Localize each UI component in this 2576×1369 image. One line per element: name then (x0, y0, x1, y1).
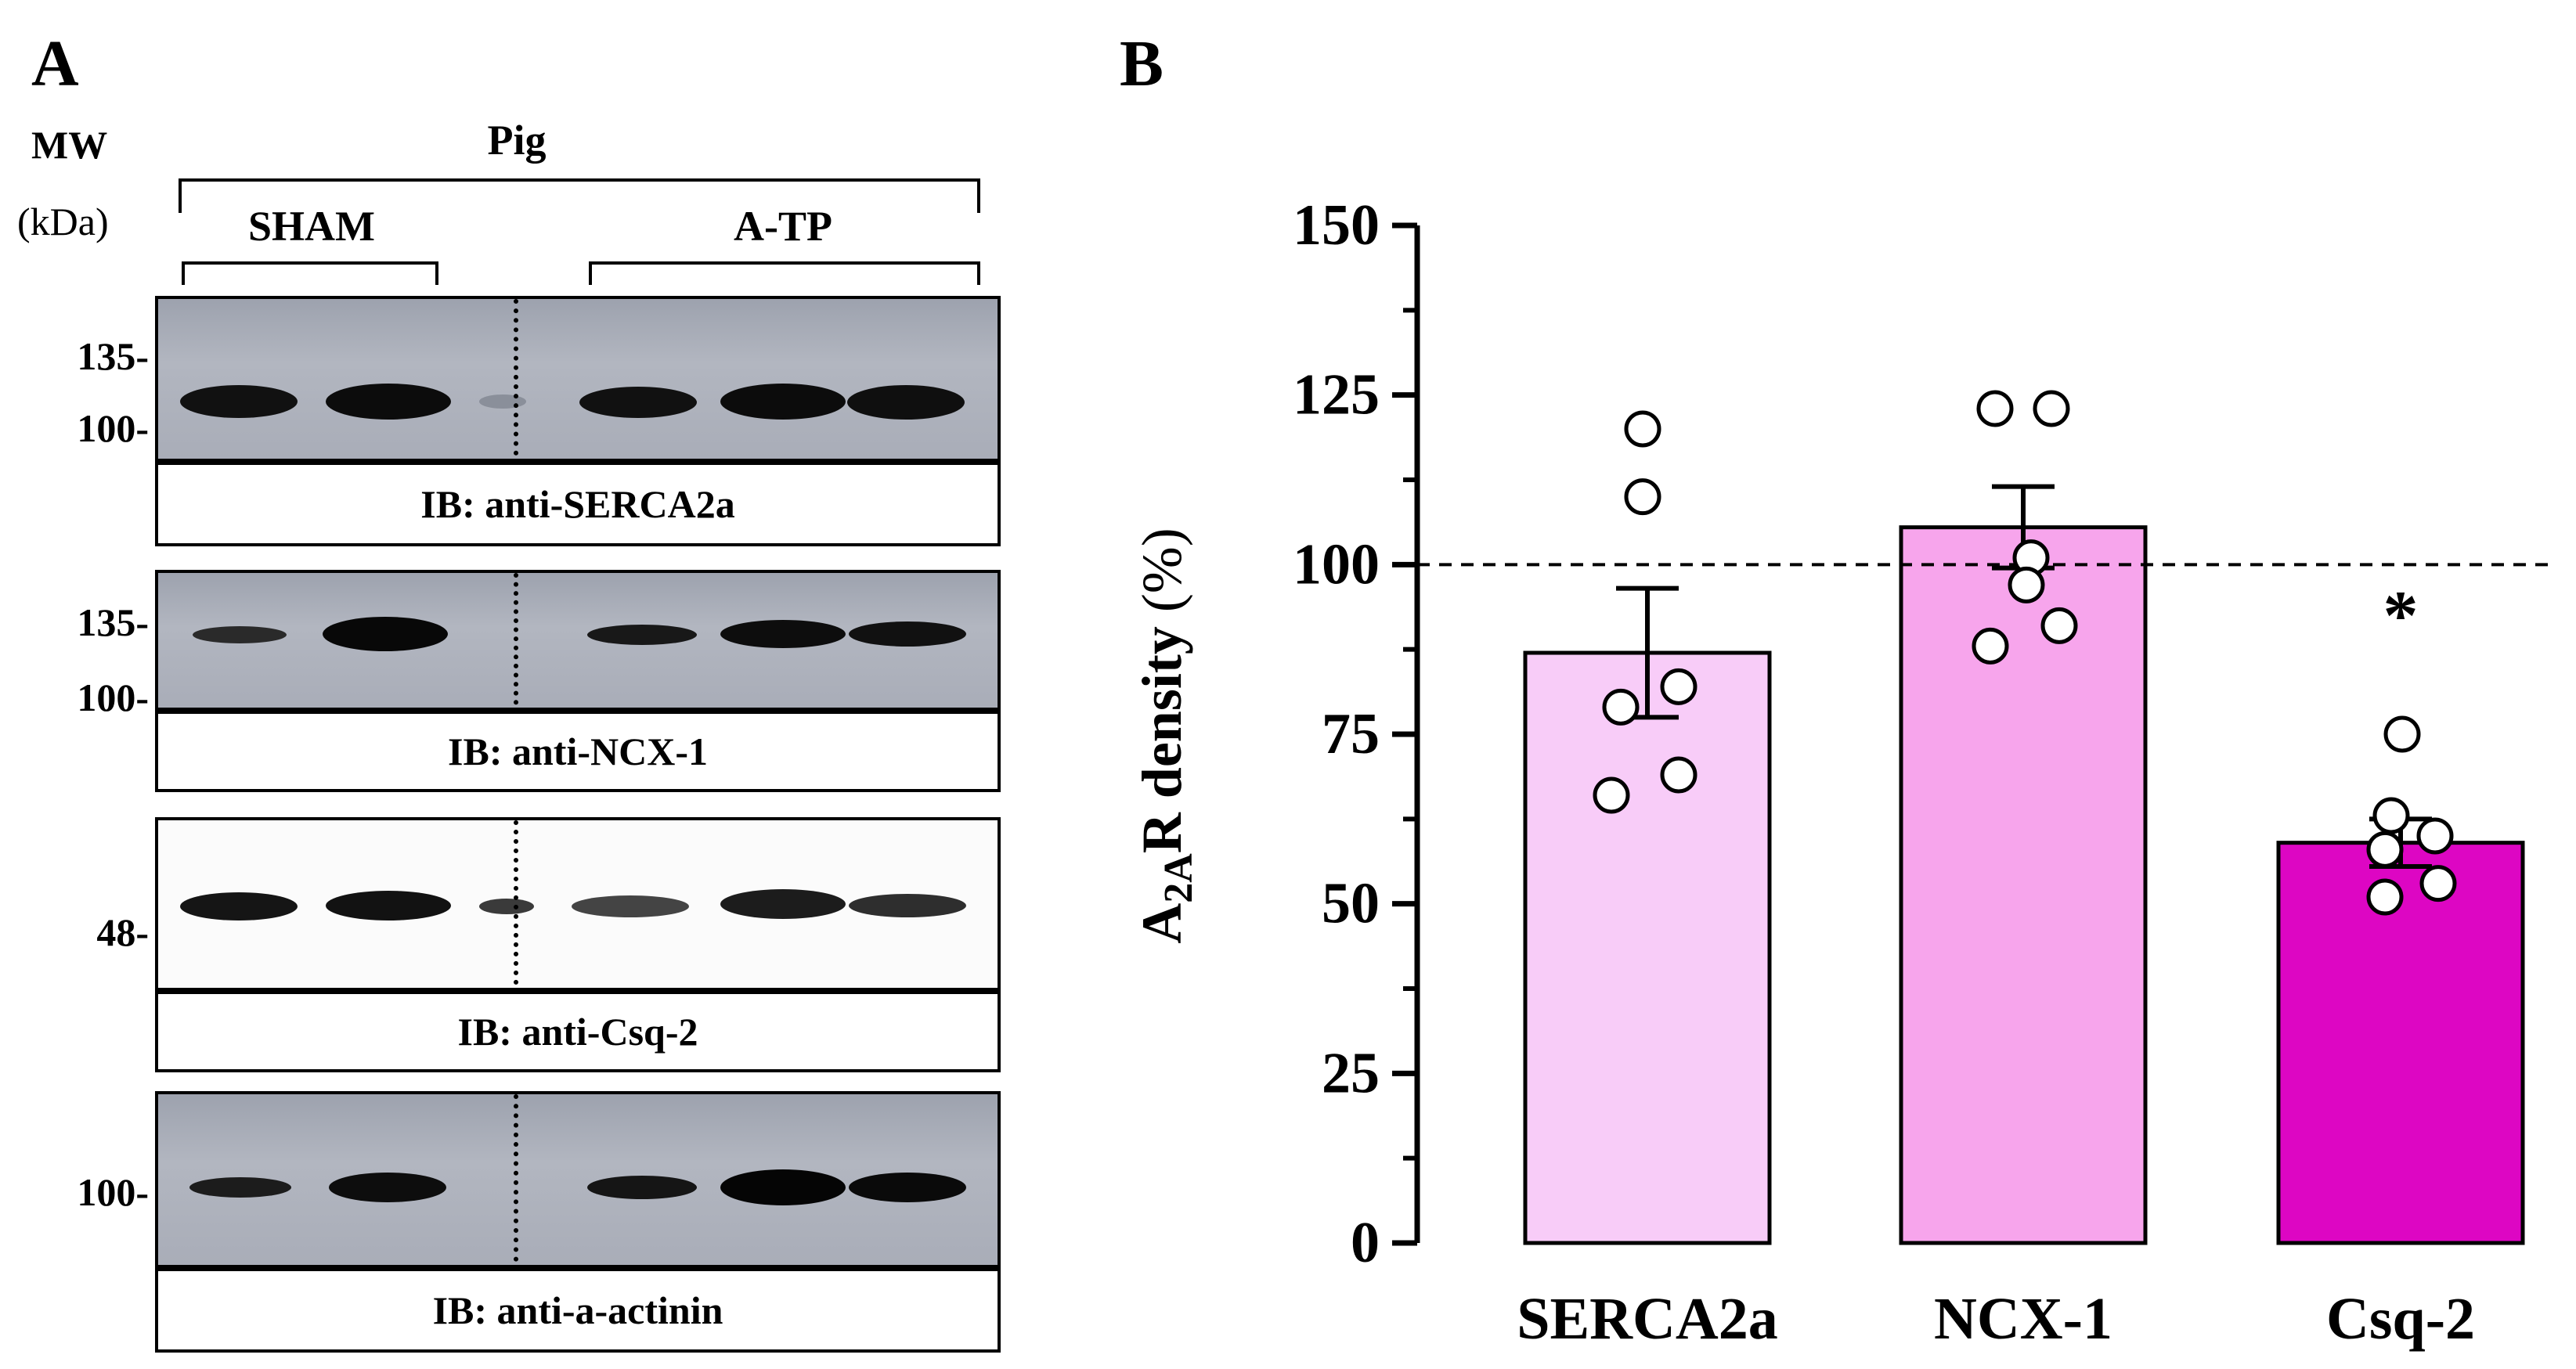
data-point (2383, 715, 2421, 753)
y-tick-label: 100 (1293, 532, 1380, 596)
data-point (1624, 410, 1661, 448)
significance-marker: * (2383, 577, 2419, 654)
species-bracket (179, 178, 980, 213)
data-point (2040, 607, 2078, 644)
blot-csq2 (155, 817, 1001, 991)
x-category-label: SERCA2a (1517, 1286, 1778, 1352)
data-point (2372, 797, 2410, 834)
x-category-label: Csq-2 (2326, 1286, 2475, 1352)
ib-label-serca2a: IB: anti-SERCA2a (155, 462, 1001, 546)
marker-serca-135: 135- (77, 334, 149, 378)
y-axis-label: A2AR density (%) (1131, 528, 1201, 944)
data-point (2008, 566, 2045, 603)
mw-unit-label: (kDa) (17, 200, 109, 243)
panel-b-letter: B (1120, 27, 1164, 100)
data-point (1972, 627, 2009, 665)
data-point (1976, 390, 2014, 427)
marker-serca-100: 100- (77, 406, 149, 450)
marker-ncx-135: 135- (77, 600, 149, 644)
y-tick-label: 50 (1322, 872, 1380, 936)
data-point (2419, 865, 2457, 902)
marker-csq-48: 48- (96, 910, 149, 954)
atp-bracket (589, 261, 980, 285)
bar-csq-2 (2276, 841, 2525, 1245)
marker-ncx-100: 100- (77, 675, 149, 719)
mw-label: MW (31, 123, 108, 167)
data-point (2416, 817, 2454, 855)
ib-label-actinin: IB: anti-a-actinin (155, 1268, 1001, 1353)
y-tick-label: 0 (1351, 1211, 1380, 1275)
x-category-label: NCX-1 (1934, 1286, 2112, 1352)
ib-label-ncx1: IB: anti-NCX-1 (155, 711, 1001, 792)
atp-label: A-TP (734, 203, 832, 250)
data-point (1593, 776, 1630, 814)
y-tick-label: 75 (1322, 702, 1380, 766)
sham-label: SHAM (248, 203, 375, 250)
marker-actinin-100: 100- (77, 1170, 149, 1214)
blot-ncx1 (155, 570, 1001, 711)
bar-serca2a (1523, 650, 1772, 1245)
data-point (1660, 756, 1697, 794)
data-point (1602, 688, 1640, 726)
y-tick-label: 25 (1322, 1041, 1380, 1105)
data-point (2033, 390, 2070, 427)
species-label: Pig (487, 117, 547, 164)
blot-serca2a (155, 296, 1001, 462)
y-tick-label: 125 (1293, 363, 1380, 427)
data-point (2366, 878, 2404, 916)
sham-bracket (182, 261, 438, 285)
panel-a-letter: A (31, 27, 79, 100)
y-tick-label: 150 (1293, 193, 1380, 258)
blot-actinin (155, 1091, 1001, 1268)
data-point (1660, 668, 1697, 705)
ib-label-csq2: IB: anti-Csq-2 (155, 991, 1001, 1072)
data-point (2366, 830, 2404, 868)
bar-ncx-1 (1899, 525, 2148, 1245)
data-point (1624, 478, 1661, 516)
